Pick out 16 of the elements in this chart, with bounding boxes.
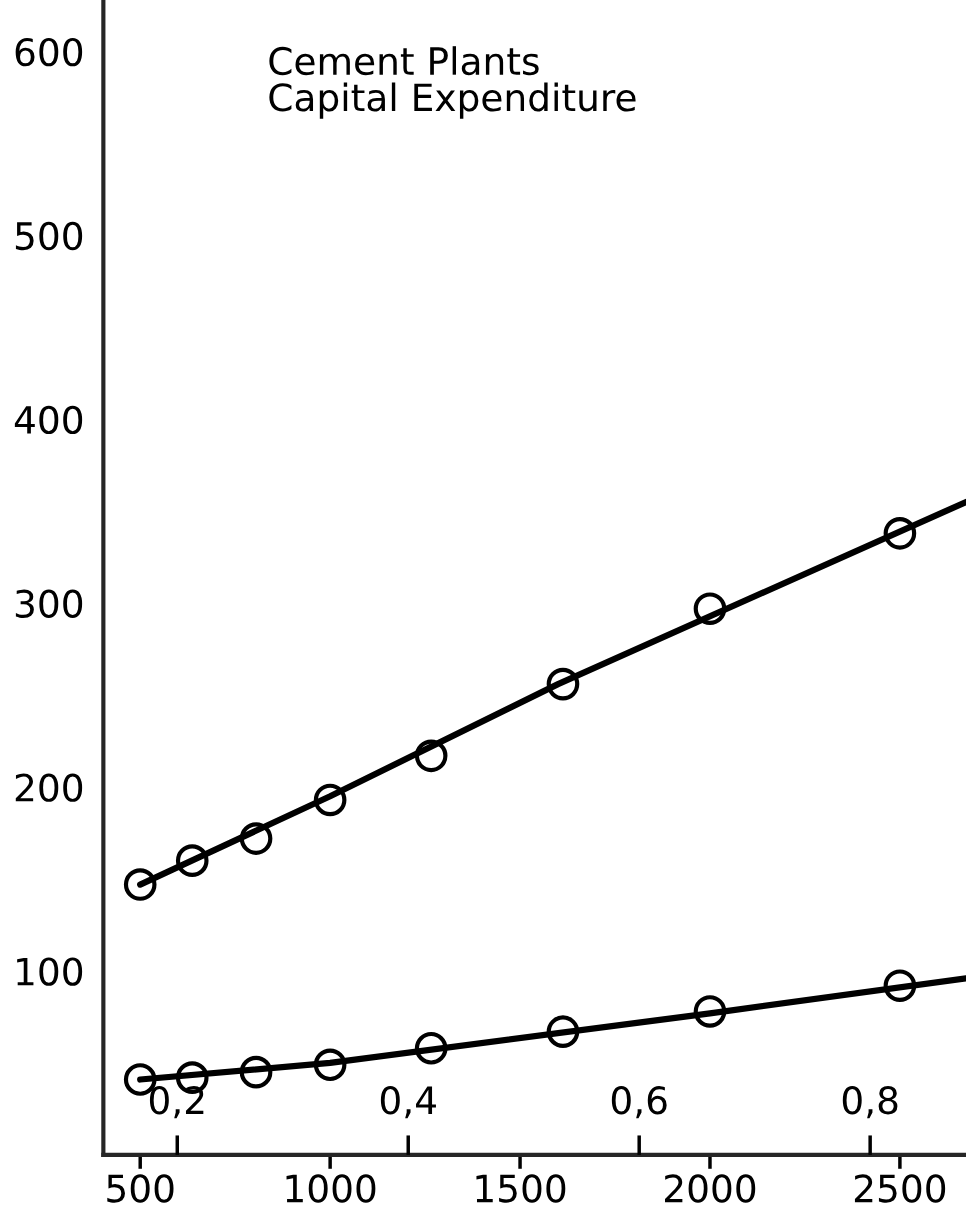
x-tick-label: 500 [107, 1174, 174, 1203]
x-tick-label: 2500 [854, 1174, 946, 1203]
y-tick-label: 300 [15, 589, 83, 618]
x-tick-label: 2000 [665, 1174, 756, 1203]
x2-tick-label: 0,2 [149, 1086, 204, 1119]
x2-tick-label: 0,4 [380, 1086, 436, 1119]
text: Cement Plants Capital Expenditure [269, 46, 636, 119]
y-tick-label: 400 [14, 405, 83, 435]
x-tick-label: 1000 [286, 1174, 376, 1203]
y-tick-label: 500 [15, 221, 83, 251]
y-tick-label: 600 [15, 37, 83, 67]
y-tick-label: 200 [15, 773, 83, 802]
x2-tick-label: 0,8 [842, 1086, 898, 1119]
x2-tick-label: 0,6 [611, 1086, 667, 1119]
x-tick-label: 1500 [476, 1174, 566, 1203]
y-tick-label: 100 [17, 957, 83, 986]
